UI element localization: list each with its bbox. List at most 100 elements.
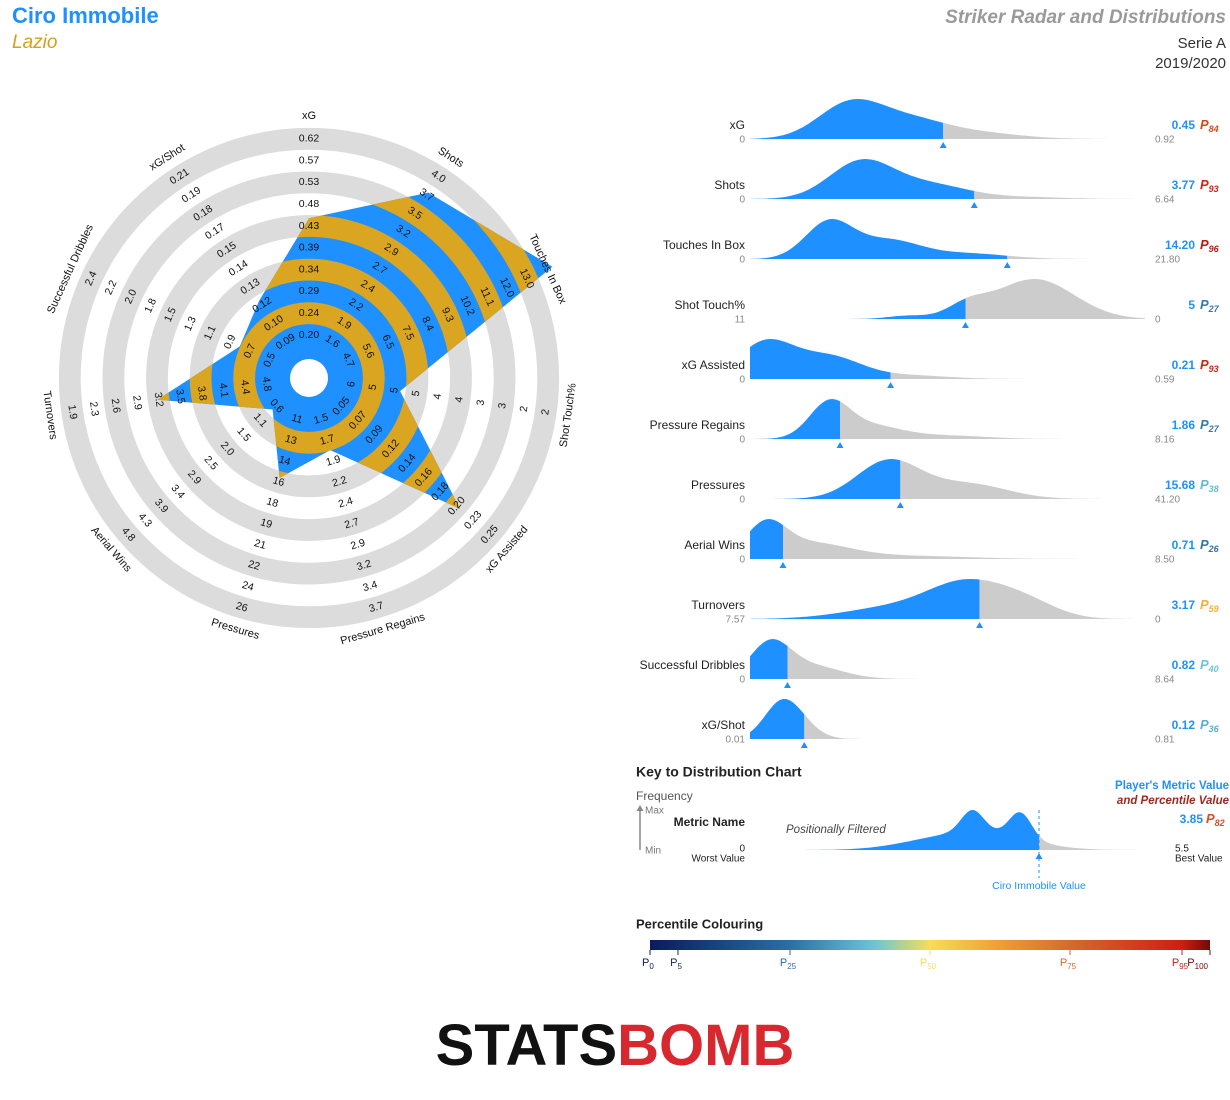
distribution-area-below: [750, 459, 901, 499]
radar-tick-label: 2: [539, 408, 552, 416]
radar-tick-label: 2.4: [337, 495, 355, 511]
percentile-number: 27: [1208, 424, 1220, 434]
percentile-prefix: P: [1200, 177, 1209, 192]
percentile-prefix: P: [1206, 811, 1215, 826]
radar-tick-label: 1.7: [318, 432, 336, 448]
radar-tick-label: 18: [265, 495, 280, 510]
key-distribution-area-above: [1039, 835, 1150, 850]
metric-value: 0.12: [1172, 718, 1196, 732]
value-marker: [961, 322, 969, 328]
percentile-prefix: P: [1200, 297, 1209, 312]
metric-value: 1.86: [1172, 418, 1196, 432]
distribution-area-below: [750, 579, 980, 619]
max-label: 0.92: [1155, 135, 1175, 146]
radar-tick-label: 13: [284, 433, 299, 448]
percentile-label: P5: [670, 957, 682, 971]
distribution-area-below: [750, 519, 783, 559]
percentile-label: P100: [1187, 957, 1208, 971]
scale-bar: [650, 940, 1210, 950]
radar-tick-label: 3: [474, 399, 487, 407]
radar-tick-label: 4.4: [238, 379, 252, 395]
radar-tick-label: 16: [271, 474, 286, 489]
value-marker: [896, 502, 904, 508]
radar-tick-label: 2.9: [130, 395, 144, 411]
distribution-area-above: [840, 401, 1145, 439]
percentile-label: P40: [1200, 657, 1219, 674]
max-label: 8.16: [1155, 435, 1175, 446]
percentile-label: P75: [1060, 957, 1077, 971]
radar-tick-label: 0.57: [299, 154, 320, 166]
percentile-number: 93: [1209, 364, 1219, 374]
percentile-label: P36: [1200, 717, 1220, 734]
radar-tick-label: 11: [290, 412, 304, 427]
radar-tick-label: 2: [518, 405, 531, 413]
percentile-number: 84: [1209, 124, 1219, 134]
radar-tick-label: 3: [496, 402, 509, 410]
percentile-number: 100: [1195, 962, 1209, 971]
radar-tick-label: 2.2: [331, 474, 349, 490]
percentile-label: P27: [1200, 417, 1220, 434]
percentile-prefix: P: [670, 957, 677, 969]
distribution-area-above: [943, 122, 1145, 139]
metric-value: 5: [1188, 298, 1195, 312]
radar-tick-label: 14: [277, 453, 292, 468]
radar-tick-label: 2.9: [349, 537, 367, 553]
key-value: 3.85: [1180, 812, 1204, 826]
min-label: 0: [739, 555, 745, 566]
metric-value: 3.77: [1172, 178, 1196, 192]
radar-ring: [102, 171, 516, 585]
logo: STATSBOMB: [436, 1013, 795, 1078]
percentile-prefix: P: [920, 957, 927, 969]
scale-title: Percentile Colouring: [636, 916, 763, 931]
key-worst: 0: [739, 844, 745, 855]
radar-ring: [58, 127, 560, 629]
distribution-area-above: [900, 460, 1145, 499]
radar-tick-label: 1.9: [65, 404, 79, 420]
percentile-number: 50: [927, 962, 936, 971]
value-marker: [1003, 262, 1011, 268]
key-best: 5.5: [1175, 844, 1189, 855]
distribution-area-above: [804, 714, 1145, 739]
value-marker: [836, 442, 844, 448]
metric-name: Pressures: [691, 478, 745, 492]
value-marker: [783, 682, 791, 688]
radar-tick-label: 3.2: [355, 558, 373, 574]
radar-tick-label: 4.3: [136, 511, 155, 530]
metric-name: xG Assisted: [682, 358, 745, 372]
percentile-number: 93: [1209, 184, 1219, 194]
season: 2019/2020: [1155, 55, 1226, 72]
radar-tick-label: 1.8: [142, 296, 159, 314]
radar-fill-band: [233, 302, 385, 454]
percentile-prefix: P: [1200, 597, 1209, 612]
percentile-number: 40: [1208, 664, 1219, 674]
radar-tick-label: 3.8: [195, 385, 209, 401]
distribution-area-below: [750, 159, 975, 199]
distribution-area-above: [974, 190, 1145, 199]
radar-axis-label: Shot Touch%: [558, 382, 579, 448]
value-marker: [887, 382, 895, 388]
max-label: 8.50: [1155, 555, 1175, 566]
metric-value: 3.17: [1172, 598, 1196, 612]
percentile-label: P93: [1200, 357, 1219, 374]
radar-axis-label: Turnovers: [40, 390, 59, 441]
key-distribution-area-below: [780, 810, 1039, 850]
radar-tick-label: 6: [345, 380, 358, 388]
percentile-label: P50: [920, 957, 937, 971]
distribution-area-above: [782, 525, 1145, 559]
value-marker: [779, 562, 787, 568]
key-value-title: Player's Metric Value: [1115, 780, 1229, 792]
radar-tick-label: 0.39: [299, 242, 320, 254]
metric-name: Successful Dribbles: [640, 658, 745, 672]
key-worst-label: Worst Value: [691, 854, 745, 865]
radar-tick-label: 2.4: [83, 269, 100, 287]
radar-tick-label: 21: [253, 537, 268, 552]
radar-tick-label: 5: [410, 389, 423, 397]
radar-tick-label: 1.5: [312, 411, 330, 427]
radar-tick-label: 4.7: [340, 351, 357, 369]
metric-value: 15.68: [1165, 478, 1195, 492]
radar-hole: [290, 359, 328, 397]
radar-tick-label: 3.2: [152, 392, 166, 408]
distribution-area-above: [965, 279, 1145, 319]
max-label: 0.81: [1155, 735, 1175, 746]
